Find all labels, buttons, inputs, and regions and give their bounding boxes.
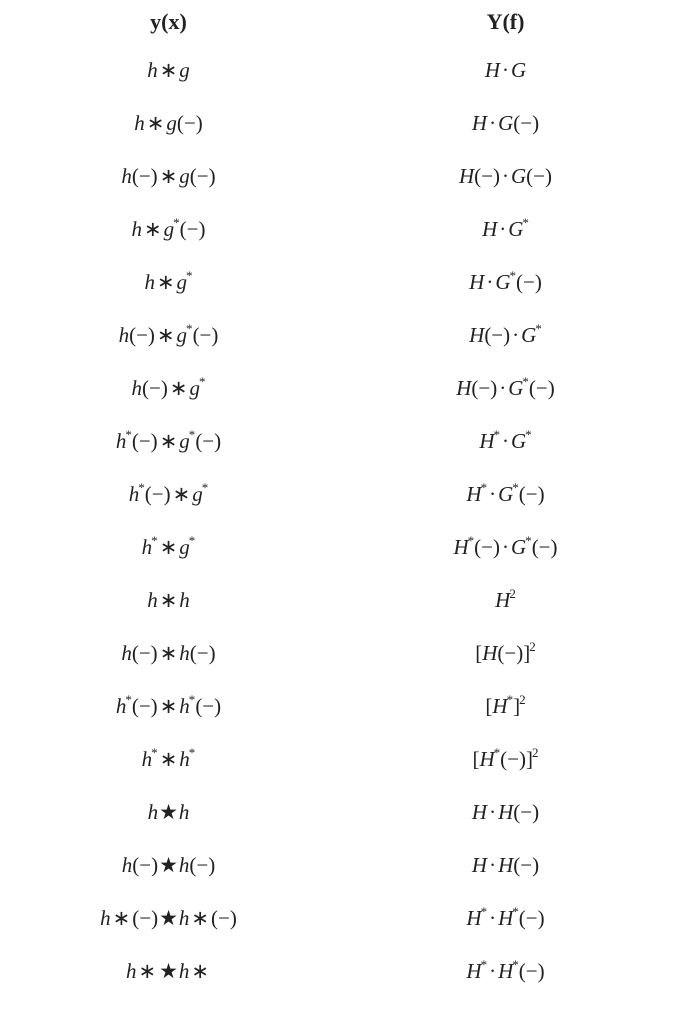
table-row: h*∗h*[H*(−)]2 xyxy=(0,733,674,786)
table-header-row: y(x) Y(f) xyxy=(0,0,674,44)
table-body: h∗gH·Gh∗g(−)H·G(−)h(−)∗g(−)H(−)·G(−)h∗g*… xyxy=(0,44,674,998)
column-header-Yf: Y(f) xyxy=(337,0,674,44)
table-row: h(−)∗g*(−)H(−)·G* xyxy=(0,309,674,362)
cell-yx: h∗★h∗ xyxy=(0,945,337,998)
cell-yx: h(−)★h(−) xyxy=(0,839,337,892)
cell-yx: h∗h xyxy=(0,574,337,627)
cell-Yf: H*·H*(−) xyxy=(337,892,674,945)
table-row: h∗g*(−)H·G* xyxy=(0,203,674,256)
cell-yx: h(−)∗h(−) xyxy=(0,627,337,680)
cell-Yf: H·G xyxy=(337,44,674,97)
cell-yx: h*(−)∗g*(−) xyxy=(0,415,337,468)
table-row: h*(−)∗g*(−)H*·G* xyxy=(0,415,674,468)
table-row: h*∗g*H*(−)·G*(−) xyxy=(0,521,674,574)
table-row: h(−)∗g*H(−)·G*(−) xyxy=(0,362,674,415)
cell-Yf: H·H(−) xyxy=(337,786,674,839)
table-row: h(−)∗h(−)[H(−)]2 xyxy=(0,627,674,680)
cell-yx: h∗g xyxy=(0,44,337,97)
table-row: h∗★h∗H*·H*(−) xyxy=(0,945,674,998)
cell-Yf: H·H(−) xyxy=(337,839,674,892)
cell-Yf: [H(−)]2 xyxy=(337,627,674,680)
cell-yx: h∗(−)★h∗(−) xyxy=(0,892,337,945)
cell-Yf: H*·H*(−) xyxy=(337,945,674,998)
cell-Yf: H·G(−) xyxy=(337,97,674,150)
table-row: h∗hH2 xyxy=(0,574,674,627)
cell-yx: h*∗g* xyxy=(0,521,337,574)
fourier-pairs-table: y(x) Y(f) h∗gH·Gh∗g(−)H·G(−)h(−)∗g(−)H(−… xyxy=(0,0,674,998)
cell-Yf: H2 xyxy=(337,574,674,627)
cell-yx: h(−)∗g*(−) xyxy=(0,309,337,362)
cell-yx: h∗g* xyxy=(0,256,337,309)
cell-Yf: [H*]2 xyxy=(337,680,674,733)
cell-Yf: H(−)·G*(−) xyxy=(337,362,674,415)
cell-Yf: [H*(−)]2 xyxy=(337,733,674,786)
cell-yx: h∗g(−) xyxy=(0,97,337,150)
cell-yx: h∗g*(−) xyxy=(0,203,337,256)
cell-yx: h*∗h* xyxy=(0,733,337,786)
cell-Yf: H(−)·G* xyxy=(337,309,674,362)
column-header-yx: y(x) xyxy=(0,0,337,44)
table-row: h*(−)∗g*H*·G*(−) xyxy=(0,468,674,521)
table-row: h∗g*H·G*(−) xyxy=(0,256,674,309)
cell-Yf: H(−)·G(−) xyxy=(337,150,674,203)
table-row: h∗gH·G xyxy=(0,44,674,97)
cell-Yf: H·G* xyxy=(337,203,674,256)
table-row: h★hH·H(−) xyxy=(0,786,674,839)
cell-Yf: H*·G*(−) xyxy=(337,468,674,521)
table-row: h(−)∗g(−)H(−)·G(−) xyxy=(0,150,674,203)
table-row: h∗g(−)H·G(−) xyxy=(0,97,674,150)
table-row: h∗(−)★h∗(−)H*·H*(−) xyxy=(0,892,674,945)
table-row: h*(−)∗h*(−)[H*]2 xyxy=(0,680,674,733)
cell-yx: h★h xyxy=(0,786,337,839)
cell-Yf: H*(−)·G*(−) xyxy=(337,521,674,574)
cell-yx: h*(−)∗g* xyxy=(0,468,337,521)
cell-Yf: H*·G* xyxy=(337,415,674,468)
cell-yx: h*(−)∗h*(−) xyxy=(0,680,337,733)
cell-Yf: H·G*(−) xyxy=(337,256,674,309)
cell-yx: h(−)∗g* xyxy=(0,362,337,415)
cell-yx: h(−)∗g(−) xyxy=(0,150,337,203)
table-row: h(−)★h(−)H·H(−) xyxy=(0,839,674,892)
